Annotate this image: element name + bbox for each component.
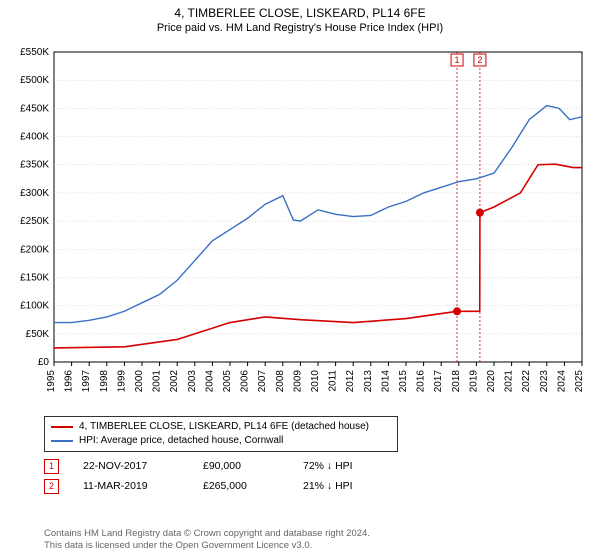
sale-date: 22-NOV-2017 (83, 460, 203, 472)
svg-text:£550K: £550K (20, 47, 49, 58)
legend-swatch (51, 426, 73, 428)
svg-text:£300K: £300K (20, 188, 49, 199)
svg-text:£200K: £200K (20, 244, 49, 255)
footer-line: Contains HM Land Registry data © Crown c… (44, 528, 370, 540)
svg-text:2021: 2021 (504, 370, 515, 393)
title-block: 4, TIMBERLEE CLOSE, LISKEARD, PL14 6FE P… (0, 0, 600, 34)
sale-delta: 72% ↓ HPI (303, 460, 423, 472)
svg-text:1995: 1995 (46, 370, 57, 393)
footer-line: This data is licensed under the Open Gov… (44, 540, 370, 552)
legend-label: HPI: Average price, detached house, Corn… (79, 434, 283, 448)
svg-text:1997: 1997 (81, 370, 92, 393)
svg-text:£350K: £350K (20, 160, 49, 171)
svg-text:2017: 2017 (433, 370, 444, 393)
svg-text:£250K: £250K (20, 216, 49, 227)
legend-item: 4, TIMBERLEE CLOSE, LISKEARD, PL14 6FE (… (51, 420, 391, 434)
sale-row: 2 11-MAR-2019 £265,000 21% ↓ HPI (44, 476, 423, 496)
svg-text:2023: 2023 (539, 370, 550, 393)
svg-text:2015: 2015 (398, 370, 409, 393)
svg-text:2014: 2014 (380, 370, 391, 393)
svg-text:2022: 2022 (521, 370, 532, 393)
legend: 4, TIMBERLEE CLOSE, LISKEARD, PL14 6FE (… (44, 416, 398, 452)
svg-text:2006: 2006 (240, 370, 251, 393)
svg-text:2024: 2024 (556, 370, 567, 393)
svg-text:2019: 2019 (468, 370, 479, 393)
chart-subtitle: Price paid vs. HM Land Registry's House … (0, 22, 600, 34)
svg-text:2005: 2005 (222, 370, 233, 393)
svg-text:£450K: £450K (20, 103, 49, 114)
legend-swatch (51, 440, 73, 442)
svg-text:2004: 2004 (204, 370, 215, 393)
svg-text:£50K: £50K (26, 329, 50, 340)
svg-text:£500K: £500K (20, 75, 49, 86)
svg-text:£150K: £150K (20, 272, 49, 283)
footer: Contains HM Land Registry data © Crown c… (44, 528, 370, 552)
legend-label: 4, TIMBERLEE CLOSE, LISKEARD, PL14 6FE (… (79, 420, 369, 434)
svg-text:2010: 2010 (310, 370, 321, 393)
svg-text:2008: 2008 (275, 370, 286, 393)
svg-text:2020: 2020 (486, 370, 497, 393)
svg-text:1999: 1999 (116, 370, 127, 393)
svg-text:2: 2 (477, 55, 482, 65)
svg-text:2001: 2001 (152, 370, 163, 393)
svg-text:2012: 2012 (345, 370, 356, 393)
svg-text:2025: 2025 (574, 370, 585, 393)
chart: £0 £50K £100K £150K £200K £250K £300K £350K £400… (10, 46, 590, 406)
svg-text:1998: 1998 (99, 370, 110, 393)
chart-container: 4, TIMBERLEE CLOSE, LISKEARD, PL14 6FE P… (0, 0, 600, 560)
svg-text:£100K: £100K (20, 301, 49, 312)
sale-price: £90,000 (203, 460, 303, 472)
svg-text:2016: 2016 (416, 370, 427, 393)
svg-text:2018: 2018 (451, 370, 462, 393)
svg-text:2007: 2007 (257, 370, 268, 393)
svg-text:2002: 2002 (169, 370, 180, 393)
svg-text:2003: 2003 (187, 370, 198, 393)
sale-price: £265,000 (203, 480, 303, 492)
sale-date: 11-MAR-2019 (83, 480, 203, 492)
svg-text:1: 1 (455, 55, 460, 65)
sale-row: 1 22-NOV-2017 £90,000 72% ↓ HPI (44, 456, 423, 476)
legend-item: HPI: Average price, detached house, Corn… (51, 434, 391, 448)
svg-text:£400K: £400K (20, 132, 49, 143)
sale-delta: 21% ↓ HPI (303, 480, 423, 492)
sales-list: 1 22-NOV-2017 £90,000 72% ↓ HPI 2 11-MAR… (44, 456, 423, 496)
sale-marker-icon: 1 (44, 459, 59, 474)
svg-text:£0: £0 (38, 357, 50, 368)
chart-title: 4, TIMBERLEE CLOSE, LISKEARD, PL14 6FE (0, 6, 600, 20)
svg-text:2013: 2013 (363, 370, 374, 393)
svg-text:2009: 2009 (292, 370, 303, 393)
sale-marker-icon: 2 (44, 479, 59, 494)
svg-text:2000: 2000 (134, 370, 145, 393)
svg-text:2011: 2011 (328, 370, 339, 392)
svg-text:1996: 1996 (64, 370, 75, 393)
